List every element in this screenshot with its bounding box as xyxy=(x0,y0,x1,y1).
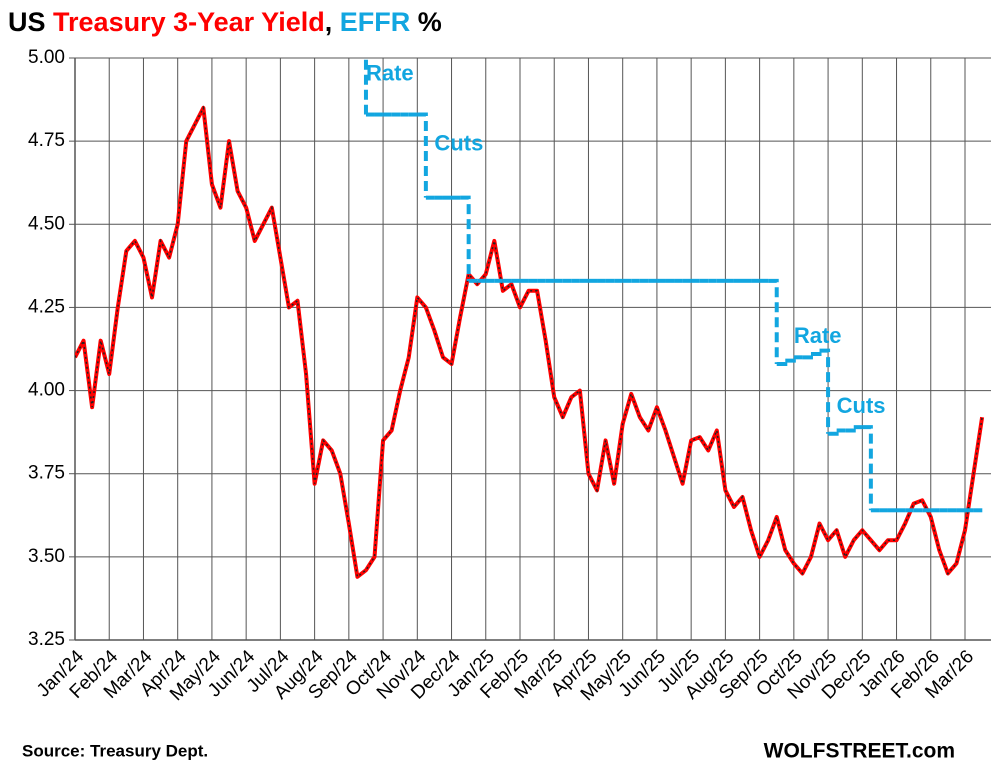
annotation: Rate xyxy=(366,60,414,85)
y-tick-label: 4.00 xyxy=(28,380,65,401)
effr-step xyxy=(460,195,471,281)
effr-step xyxy=(785,357,796,363)
y-tick-label: 3.25 xyxy=(28,629,65,650)
effr-step xyxy=(828,430,839,436)
effr-step xyxy=(417,112,428,198)
effr-step xyxy=(819,348,831,434)
annotation: Rate xyxy=(794,323,842,348)
y-tick-label: 3.75 xyxy=(28,463,65,484)
source-note: Source: Treasury Dept. xyxy=(22,741,208,760)
y-tick-label: 3.50 xyxy=(28,546,65,567)
plot-area xyxy=(75,58,985,579)
grid xyxy=(69,57,991,641)
watermark: WOLFSTREET.com xyxy=(764,740,955,763)
title-series: EFFR xyxy=(340,7,411,37)
y-tick-label: 5.00 xyxy=(28,47,65,68)
annotation: Cuts xyxy=(434,130,483,155)
y-tick-label: 4.50 xyxy=(28,213,65,234)
chart-title: US Treasury 3-Year Yield, EFFR % xyxy=(8,7,442,37)
labels: 3.253.503.754.004.254.504.755.00Jan/24Fe… xyxy=(28,47,978,705)
y-tick-label: 4.25 xyxy=(28,296,65,317)
y-tick-label: 4.75 xyxy=(28,130,65,151)
effr-step xyxy=(768,278,779,364)
yield-line-dots xyxy=(75,105,983,579)
title-series: Treasury 3-Year Yield xyxy=(53,7,325,37)
title-prefix: US xyxy=(8,7,46,37)
effr-step xyxy=(810,350,822,356)
effr-step xyxy=(845,427,856,433)
title-separator: , xyxy=(325,7,333,37)
effr-step xyxy=(776,360,788,366)
effr-step xyxy=(862,425,873,511)
effr-step xyxy=(802,353,813,360)
title-suffix: % xyxy=(418,7,442,37)
annotation: Cuts xyxy=(837,393,886,418)
